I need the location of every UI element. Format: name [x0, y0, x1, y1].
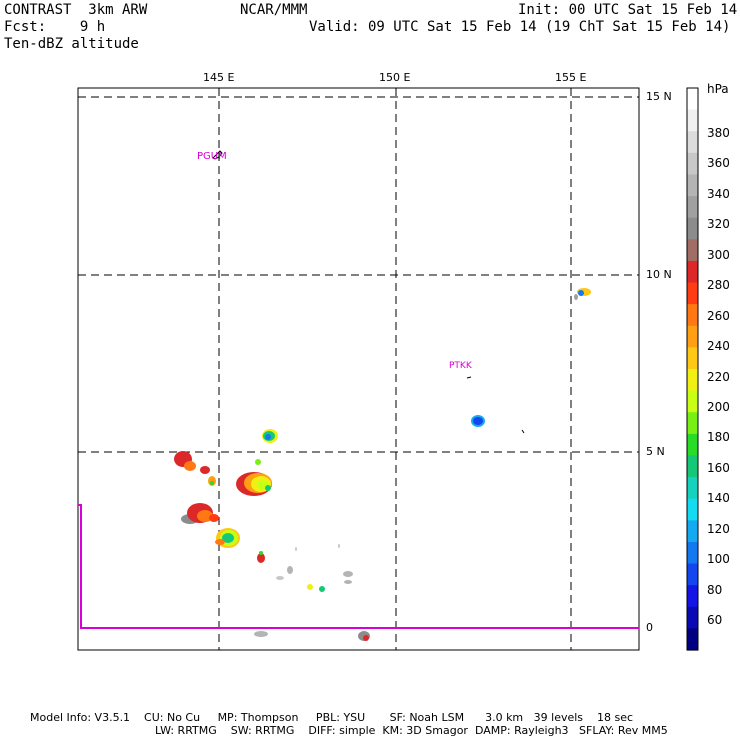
colorbar-swatch — [687, 455, 698, 478]
echo-cell — [200, 466, 210, 474]
model-title: CONTRAST 3km ARW — [4, 2, 148, 18]
colorbar-tick-label: 100 — [707, 552, 730, 567]
colorbar-tick-label: 200 — [707, 399, 730, 414]
colorbar-swatch — [687, 520, 698, 543]
field-name: Ten-dBZ altitude — [4, 36, 139, 52]
echo-cell — [343, 571, 353, 577]
lat-label-15: 15 N — [646, 90, 672, 103]
colorbar-tick-label: 360 — [707, 156, 730, 171]
echo-cell — [184, 461, 196, 471]
colorbar-swatch — [687, 585, 698, 608]
colorbar-swatch — [687, 563, 698, 586]
echo-cell — [295, 547, 297, 551]
colorbar-tick-label: 60 — [707, 613, 723, 627]
colorbar-tick-label: 300 — [707, 247, 730, 262]
colorbar-tick-label: 120 — [707, 521, 730, 536]
echo-cells — [174, 288, 591, 641]
echo-cell — [257, 553, 265, 563]
echo-cell — [307, 584, 313, 590]
coastlines — [212, 96, 525, 434]
colorbar-swatch — [687, 541, 698, 565]
chuuk-island — [466, 376, 472, 379]
colorbar-swatch — [687, 217, 698, 240]
echo-cell — [319, 586, 325, 592]
echo-cell — [255, 459, 261, 465]
colorbar-swatch — [687, 131, 698, 154]
valid-time: Valid: 09 UTC Sat 15 Feb 14 (19 ChT Sat … — [309, 19, 731, 35]
colorbar-tick-label: 160 — [707, 460, 730, 475]
echo-cell — [344, 580, 352, 584]
colorbar-tick-label: 240 — [707, 339, 730, 354]
map-frame — [77, 87, 640, 651]
echo-cell — [363, 635, 369, 641]
colorbar-swatch — [687, 477, 698, 500]
lon-label-150: 150 E — [379, 71, 411, 84]
colorbar-swatch — [687, 88, 698, 111]
echo-cell — [210, 481, 214, 485]
colorbar-swatch — [687, 390, 698, 413]
echo-cell — [215, 539, 225, 545]
colorbar-swatch — [687, 196, 698, 219]
lat-label-5: 5 N — [646, 445, 665, 458]
colorbar-swatch — [687, 347, 698, 370]
lon-label-155: 155 E — [555, 71, 587, 84]
colorbar-swatch — [687, 260, 698, 284]
echo-cell — [209, 514, 219, 522]
colorbar-swatch — [687, 152, 698, 176]
colorbar-tick-label: 340 — [707, 186, 730, 201]
colorbar-tick-label: 80 — [707, 582, 723, 597]
echo-cell — [259, 551, 263, 555]
colorbar — [687, 88, 698, 651]
small-island-1 — [521, 429, 525, 434]
echo-cell — [287, 566, 293, 574]
colorbar-swatch — [687, 628, 698, 651]
echo-cell — [578, 290, 584, 296]
colorbar-swatch — [687, 369, 698, 392]
echo-cell — [574, 294, 578, 300]
lon-label-145: 145 E — [203, 71, 235, 84]
org-label: NCAR/MMM — [240, 2, 308, 18]
station-label-ptkk: PTKK — [449, 361, 472, 371]
colorbar-swatch — [687, 304, 698, 327]
colorbar-tick-label: 140 — [707, 491, 730, 506]
colorbar-unit: hPa — [707, 82, 729, 96]
colorbar-tick-label: 320 — [707, 217, 730, 232]
colorbar-tick-label: 380 — [707, 126, 730, 140]
domain-boundary — [78, 504, 639, 629]
colorbar-swatch — [687, 239, 698, 262]
colorbar-swatch — [687, 606, 698, 629]
colorbar-swatch — [687, 282, 698, 305]
colorbar-swatch — [687, 109, 698, 132]
forecast-hour: Fcst: 9 h — [4, 19, 106, 35]
colorbar-swatch — [687, 412, 698, 435]
model-info-line1: Model Info: V3.5.1 CU: No Cu MP: Thompso… — [30, 711, 634, 724]
echo-cell — [265, 434, 271, 440]
init-time: Init: 00 UTC Sat 15 Feb 14 — [518, 2, 738, 18]
echo-cell — [338, 544, 340, 548]
station-label-pgum: PGUM — [197, 151, 227, 162]
echo-cell — [265, 485, 271, 491]
graticule — [78, 88, 639, 650]
lat-label-0: 0 — [646, 621, 653, 634]
colorbar-tick-label: 180 — [707, 430, 730, 445]
colorbar-tick-label: 220 — [707, 369, 730, 384]
echo-cell — [254, 631, 268, 637]
echo-cell — [276, 576, 284, 580]
colorbar-tick-label: 260 — [707, 308, 730, 323]
echo-cell — [197, 510, 213, 522]
colorbar-swatch — [687, 498, 698, 521]
model-info-line2: LW: RRTMG SW: RRTMG DIFF: simple KM: 3D … — [155, 724, 668, 737]
colorbar-swatch — [687, 325, 698, 348]
echo-cell — [222, 533, 234, 543]
colorbar-swatch — [687, 433, 698, 457]
colorbar-frame — [686, 87, 699, 651]
echo-cell — [473, 417, 483, 425]
colorbar-swatch — [687, 174, 698, 197]
lat-label-10: 10 N — [646, 268, 672, 281]
guam-island — [212, 150, 223, 160]
colorbar-tick-label: 280 — [707, 278, 730, 293]
